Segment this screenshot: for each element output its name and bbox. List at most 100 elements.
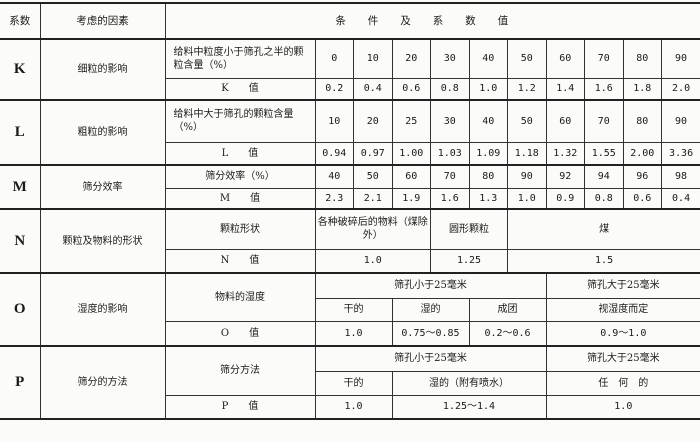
- n-cond: 圆形颗粒: [431, 209, 508, 249]
- m-value: 1.3: [469, 188, 508, 209]
- o-cond-label: 物料的湿度: [165, 273, 315, 321]
- m-cond: 92: [546, 165, 585, 188]
- o-group-large: 筛孔大于25毫米: [546, 273, 700, 298]
- k-factor: 细粒的影响: [40, 39, 165, 100]
- k-value: 1.6: [585, 78, 624, 100]
- p-group-row: P 筛分的方法 筛分方法 筛孔小于25毫米 筛孔大于25毫米: [0, 346, 700, 371]
- l-value: 0.97: [354, 142, 393, 165]
- k-cond: 70: [585, 39, 624, 78]
- m-cond: 96: [623, 165, 662, 188]
- k-value: 0.4: [354, 78, 393, 100]
- l-cond-row: L 粗粒的影响 给料中大于筛孔的颗粒含量（%） 10 20 25 30 40 5…: [0, 100, 700, 142]
- l-cond: 50: [508, 100, 547, 142]
- o-group-small: 筛孔小于25毫米: [315, 273, 546, 298]
- o-value: 1.0: [315, 321, 392, 346]
- p-value: 1.0: [315, 395, 392, 419]
- k-value: 1.4: [546, 78, 585, 100]
- o-value: 0.9～1.0: [546, 321, 700, 346]
- m-value: 1.9: [392, 188, 431, 209]
- k-value-label: K 值: [165, 78, 315, 100]
- n-cond-row: N 颗粒及物料的形状 颗粒形状 各种破碎后的物料（煤除外） 圆形颗粒 煤: [0, 209, 700, 249]
- k-value: 1.8: [623, 78, 662, 100]
- o-group-row: O 湿度的影响 物料的湿度 筛孔小于25毫米 筛孔大于25毫米: [0, 273, 700, 298]
- m-cond-row: M 筛分效率 筛分效率（%） 40 50 60 70 80 90 92 94 9…: [0, 165, 700, 188]
- o-cond: 干的: [315, 298, 392, 321]
- k-cond-row: K 细粒的影响 给料中粒度小于筛孔之半的颗粒含量（%） 0 10 20 30 4…: [0, 39, 700, 78]
- m-value-label: M 值: [165, 188, 315, 209]
- l-cond: 10: [315, 100, 354, 142]
- o-value: 0.75～0.85: [392, 321, 469, 346]
- k-value: 2.0: [662, 78, 700, 100]
- n-cond: 煤: [508, 209, 700, 249]
- p-value: 1.25～1.4: [392, 395, 546, 419]
- o-cond: 湿的: [392, 298, 469, 321]
- header-row: 系数 考虑的因素 条件及系数值: [0, 3, 700, 39]
- m-symbol: M: [0, 165, 40, 209]
- l-symbol: L: [0, 100, 40, 165]
- m-value: 2.1: [354, 188, 393, 209]
- k-cond: 90: [662, 39, 700, 78]
- l-value: 1.32: [546, 142, 585, 165]
- l-value: 0.94: [315, 142, 354, 165]
- k-symbol: K: [0, 39, 40, 100]
- m-value: 0.6: [623, 188, 662, 209]
- k-cond: 80: [623, 39, 662, 78]
- p-cond: 干的: [315, 371, 392, 395]
- o-cond: 成团: [469, 298, 546, 321]
- l-value: 3.36: [662, 142, 700, 165]
- p-group-large: 筛孔大于25毫米: [546, 346, 700, 371]
- m-cond-label: 筛分效率（%）: [165, 165, 315, 188]
- m-cond: 94: [585, 165, 624, 188]
- k-cond-label: 给料中粒度小于筛孔之半的颗粒含量（%）: [165, 39, 315, 78]
- p-value: 1.0: [546, 395, 700, 419]
- l-value: 1.03: [431, 142, 470, 165]
- k-value: 0.8: [431, 78, 470, 100]
- m-value: 0.9: [546, 188, 585, 209]
- m-value: 0.8: [585, 188, 624, 209]
- k-value: 1.2: [508, 78, 547, 100]
- l-cond: 25: [392, 100, 431, 142]
- header-conditions: 条件及系数值: [165, 3, 700, 39]
- header-factor: 考虑的因素: [40, 3, 165, 39]
- m-cond: 70: [431, 165, 470, 188]
- m-value: 1.0: [508, 188, 547, 209]
- p-group-small: 筛孔小于25毫米: [315, 346, 546, 371]
- l-value: 1.09: [469, 142, 508, 165]
- l-cond: 60: [546, 100, 585, 142]
- n-value: 1.25: [431, 249, 508, 273]
- k-cond: 20: [392, 39, 431, 78]
- m-cond: 50: [354, 165, 393, 188]
- o-factor: 湿度的影响: [40, 273, 165, 346]
- p-value-label: P 值: [165, 395, 315, 419]
- p-symbol: P: [0, 346, 40, 419]
- m-cond: 40: [315, 165, 354, 188]
- m-cond: 90: [508, 165, 547, 188]
- l-cond: 80: [623, 100, 662, 142]
- l-cond: 90: [662, 100, 700, 142]
- l-value: 2.00: [623, 142, 662, 165]
- m-value: 2.3: [315, 188, 354, 209]
- k-cond: 40: [469, 39, 508, 78]
- coefficient-table: 系数 考虑的因素 条件及系数值 K 细粒的影响 给料中粒度小于筛孔之半的颗粒含量…: [0, 2, 700, 420]
- p-cond: 任 何 的: [546, 371, 700, 395]
- n-cond: 各种破碎后的物料（煤除外）: [315, 209, 431, 249]
- l-cond: 20: [354, 100, 393, 142]
- n-value-label: N 值: [165, 249, 315, 273]
- l-value: 1.55: [585, 142, 624, 165]
- k-value: 1.0: [469, 78, 508, 100]
- l-value: 1.00: [392, 142, 431, 165]
- m-cond: 98: [662, 165, 700, 188]
- m-value: 1.6: [431, 188, 470, 209]
- n-symbol: N: [0, 209, 40, 273]
- n-value: 1.5: [508, 249, 700, 273]
- k-cond: 10: [354, 39, 393, 78]
- p-cond: 湿的（附有喷水）: [392, 371, 546, 395]
- p-cond-label: 筛分方法: [165, 346, 315, 395]
- l-cond: 30: [431, 100, 470, 142]
- n-cond-label: 颗粒形状: [165, 209, 315, 249]
- k-value: 0.6: [392, 78, 431, 100]
- m-cond: 80: [469, 165, 508, 188]
- k-cond: 0: [315, 39, 354, 78]
- o-symbol: O: [0, 273, 40, 346]
- l-value: 1.18: [508, 142, 547, 165]
